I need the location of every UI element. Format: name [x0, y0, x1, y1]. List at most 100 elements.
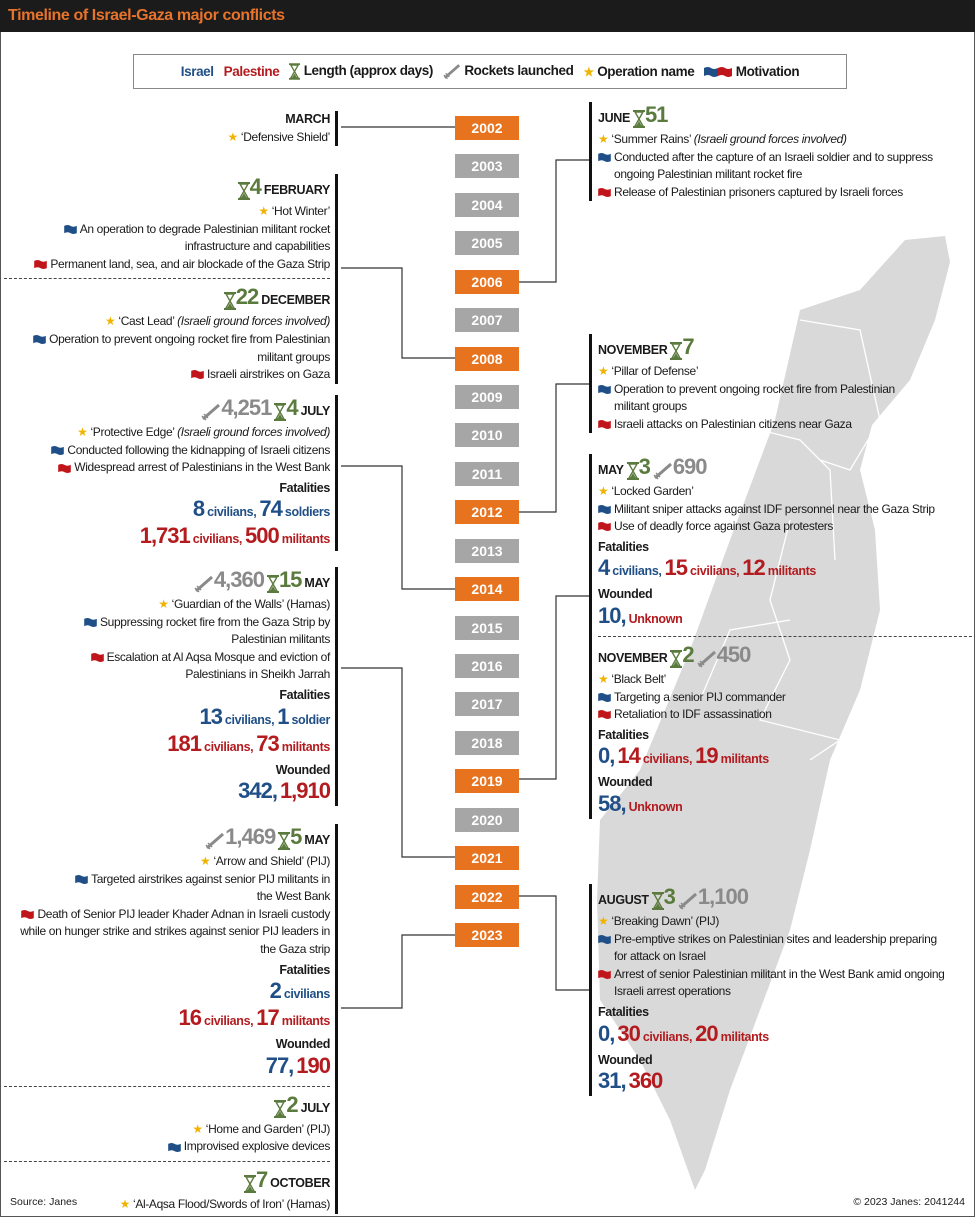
wounded-label: Wounded: [275, 762, 331, 777]
event-month: JULY: [300, 1100, 331, 1115]
days-value: 2: [286, 1091, 298, 1117]
rocket-icon: [443, 63, 461, 80]
israel-flag-icon: [84, 618, 97, 627]
palestine-wounded: 1,910: [279, 778, 331, 804]
palestine-flag-icon: [34, 260, 47, 269]
hourglass-icon: [670, 342, 682, 360]
israel-motivation: Militant sniper attacks against IDF pers…: [598, 501, 967, 519]
israel-motivation: Suppressing rocket fire from the Gaza St…: [18, 614, 330, 649]
fatality-unit: civilians,: [207, 505, 257, 520]
palestine-fatalities: 16 civilians, 17 militants: [18, 1006, 331, 1033]
event-header: 4,360 15 MAY: [18, 567, 330, 596]
rocket-icon: [205, 832, 225, 850]
event-header: NOVEMBER 2 450: [598, 642, 967, 671]
days-value: 4: [286, 395, 298, 420]
operation-name: ★ ‘Hot Winter’: [18, 203, 330, 221]
palestine-fatality-count: 20: [695, 1020, 719, 1046]
operation-label: ‘Defensive Shield’: [240, 129, 330, 144]
divider: [4, 1085, 330, 1087]
fatality-count: 500: [245, 523, 280, 549]
year-2023: 2023: [455, 923, 519, 948]
days-value: 3: [638, 454, 651, 479]
operation-name: ★ ‘Defensive Shield’: [18, 129, 331, 147]
palestine-wounded: Unknown: [628, 799, 683, 814]
fatality-count: 2: [269, 978, 282, 1004]
motivation-text: Improvised explosive devices: [183, 1139, 331, 1154]
rockets-value: 1,100: [697, 884, 749, 909]
israel-fatalities: 8 civilians, 74 soldiers: [18, 497, 330, 524]
motivation-text: Conducted after the capture of an Israel…: [614, 149, 933, 182]
event-month: NOVEMBER: [598, 650, 668, 665]
fatality-unit: civilians,: [192, 532, 243, 547]
palestine-flag-icon: [718, 67, 732, 77]
event-2008: 4 FEBRUARY ★ ‘Hot Winter’ An operation t…: [4, 174, 338, 384]
palestine-fatality-count: 30: [617, 1020, 641, 1046]
palestine-motivation: Arrest of senior Palestinian militant in…: [598, 966, 949, 1001]
event-month: JUNE: [598, 111, 630, 125]
days-value: 4: [249, 174, 262, 199]
motivation-text: Militant sniper attacks against IDF pers…: [614, 501, 935, 516]
year-2012: 2012: [455, 500, 519, 525]
palestine-motivation: Widespread arrest of Palestinians in the…: [18, 459, 330, 477]
palestine-flag-icon: [598, 970, 611, 979]
operation-label: ‘Hot Winter’: [271, 204, 331, 218]
page-title: Timeline of Israel-Gaza major conflicts: [8, 7, 285, 24]
fatality-unit: civilians,: [690, 564, 740, 579]
title-bar: Timeline of Israel-Gaza major conflicts: [0, 0, 975, 32]
days-value: 3: [663, 884, 676, 909]
event-header: NOVEMBER 7: [598, 334, 929, 363]
fatality-unit: civilians: [283, 987, 331, 1002]
palestine-wounded: 360: [628, 1068, 664, 1094]
israel-motivation: Pre-emptive strikes on Palestinian sites…: [598, 931, 949, 966]
fatality-count: 73: [256, 730, 280, 756]
divider: [4, 1160, 330, 1162]
star-icon: ★: [598, 364, 609, 378]
days-value: 22: [235, 284, 260, 310]
israel-wounded: 31,: [598, 1068, 627, 1094]
rocket-icon: [194, 575, 214, 593]
event-header: AUGUST 3 1,100: [598, 884, 949, 913]
divider: [4, 278, 330, 280]
copyright-note: © 2023 Janes: 2041244: [853, 1196, 965, 1208]
motivation-text: Operation to prevent ongoing rocket fire…: [614, 381, 895, 414]
palestine-wounded: 190: [296, 1052, 331, 1078]
palestine-fatality-count: 19: [695, 743, 719, 769]
operation-label: ‘Pillar of Defense’: [611, 364, 699, 378]
year-2003: 2003: [455, 154, 519, 179]
event-month: MAY: [304, 576, 330, 590]
palestine-motivation: Retaliation to IDF assassination: [598, 706, 967, 724]
year-2011: 2011: [455, 461, 519, 486]
palestine-flag-icon: [21, 910, 34, 919]
palestine-motivation: Israeli attacks on Palestinian citizens …: [598, 416, 929, 434]
days-value: 5: [290, 824, 302, 849]
fatality-unit: civilians,: [203, 739, 254, 754]
wounded-label: Wounded: [598, 587, 653, 602]
rocket-icon: [678, 892, 698, 910]
israel-motivation: An operation to degrade Palestinian mili…: [18, 221, 330, 256]
event-month: MAY: [598, 463, 624, 477]
hourglass-icon: [627, 462, 639, 480]
motivation-text: Pre-emptive strikes on Palestinian sites…: [614, 931, 937, 964]
star-icon: ★: [200, 854, 211, 868]
rocket-icon: [653, 462, 673, 480]
hourglass-icon: [244, 1175, 256, 1193]
operation-name: ★ ‘Al-Aqsa Flood/Swords of Iron’ (Hamas): [18, 1196, 331, 1214]
wounded-label: Wounded: [598, 1052, 653, 1067]
event-month: FEBRUARY: [263, 183, 331, 197]
event-header: 1,469 5 MAY: [18, 824, 330, 853]
event-month: MAY: [304, 833, 330, 847]
israel-wounded: 77,: [265, 1052, 295, 1078]
days-value: 15: [278, 567, 303, 592]
legend: Israel Palestine Length (approx days) Ro…: [133, 54, 847, 89]
fatality-unit: soldier: [291, 712, 330, 727]
palestine-flag-icon: [58, 464, 71, 473]
israel-wounded: 342,: [238, 778, 278, 804]
operation-label: ‘Black Belt’: [611, 671, 666, 686]
rocket-icon: [697, 650, 717, 668]
israel-motivation: Operation to prevent ongoing rocket fire…: [598, 381, 929, 416]
year-2008: 2008: [455, 346, 519, 371]
star-icon: ★: [598, 914, 609, 928]
hourglass-icon: [652, 892, 664, 910]
motivation-text: Targeting a senior PIJ commander: [614, 689, 786, 704]
palestine-fatality-count: 12: [742, 555, 766, 581]
